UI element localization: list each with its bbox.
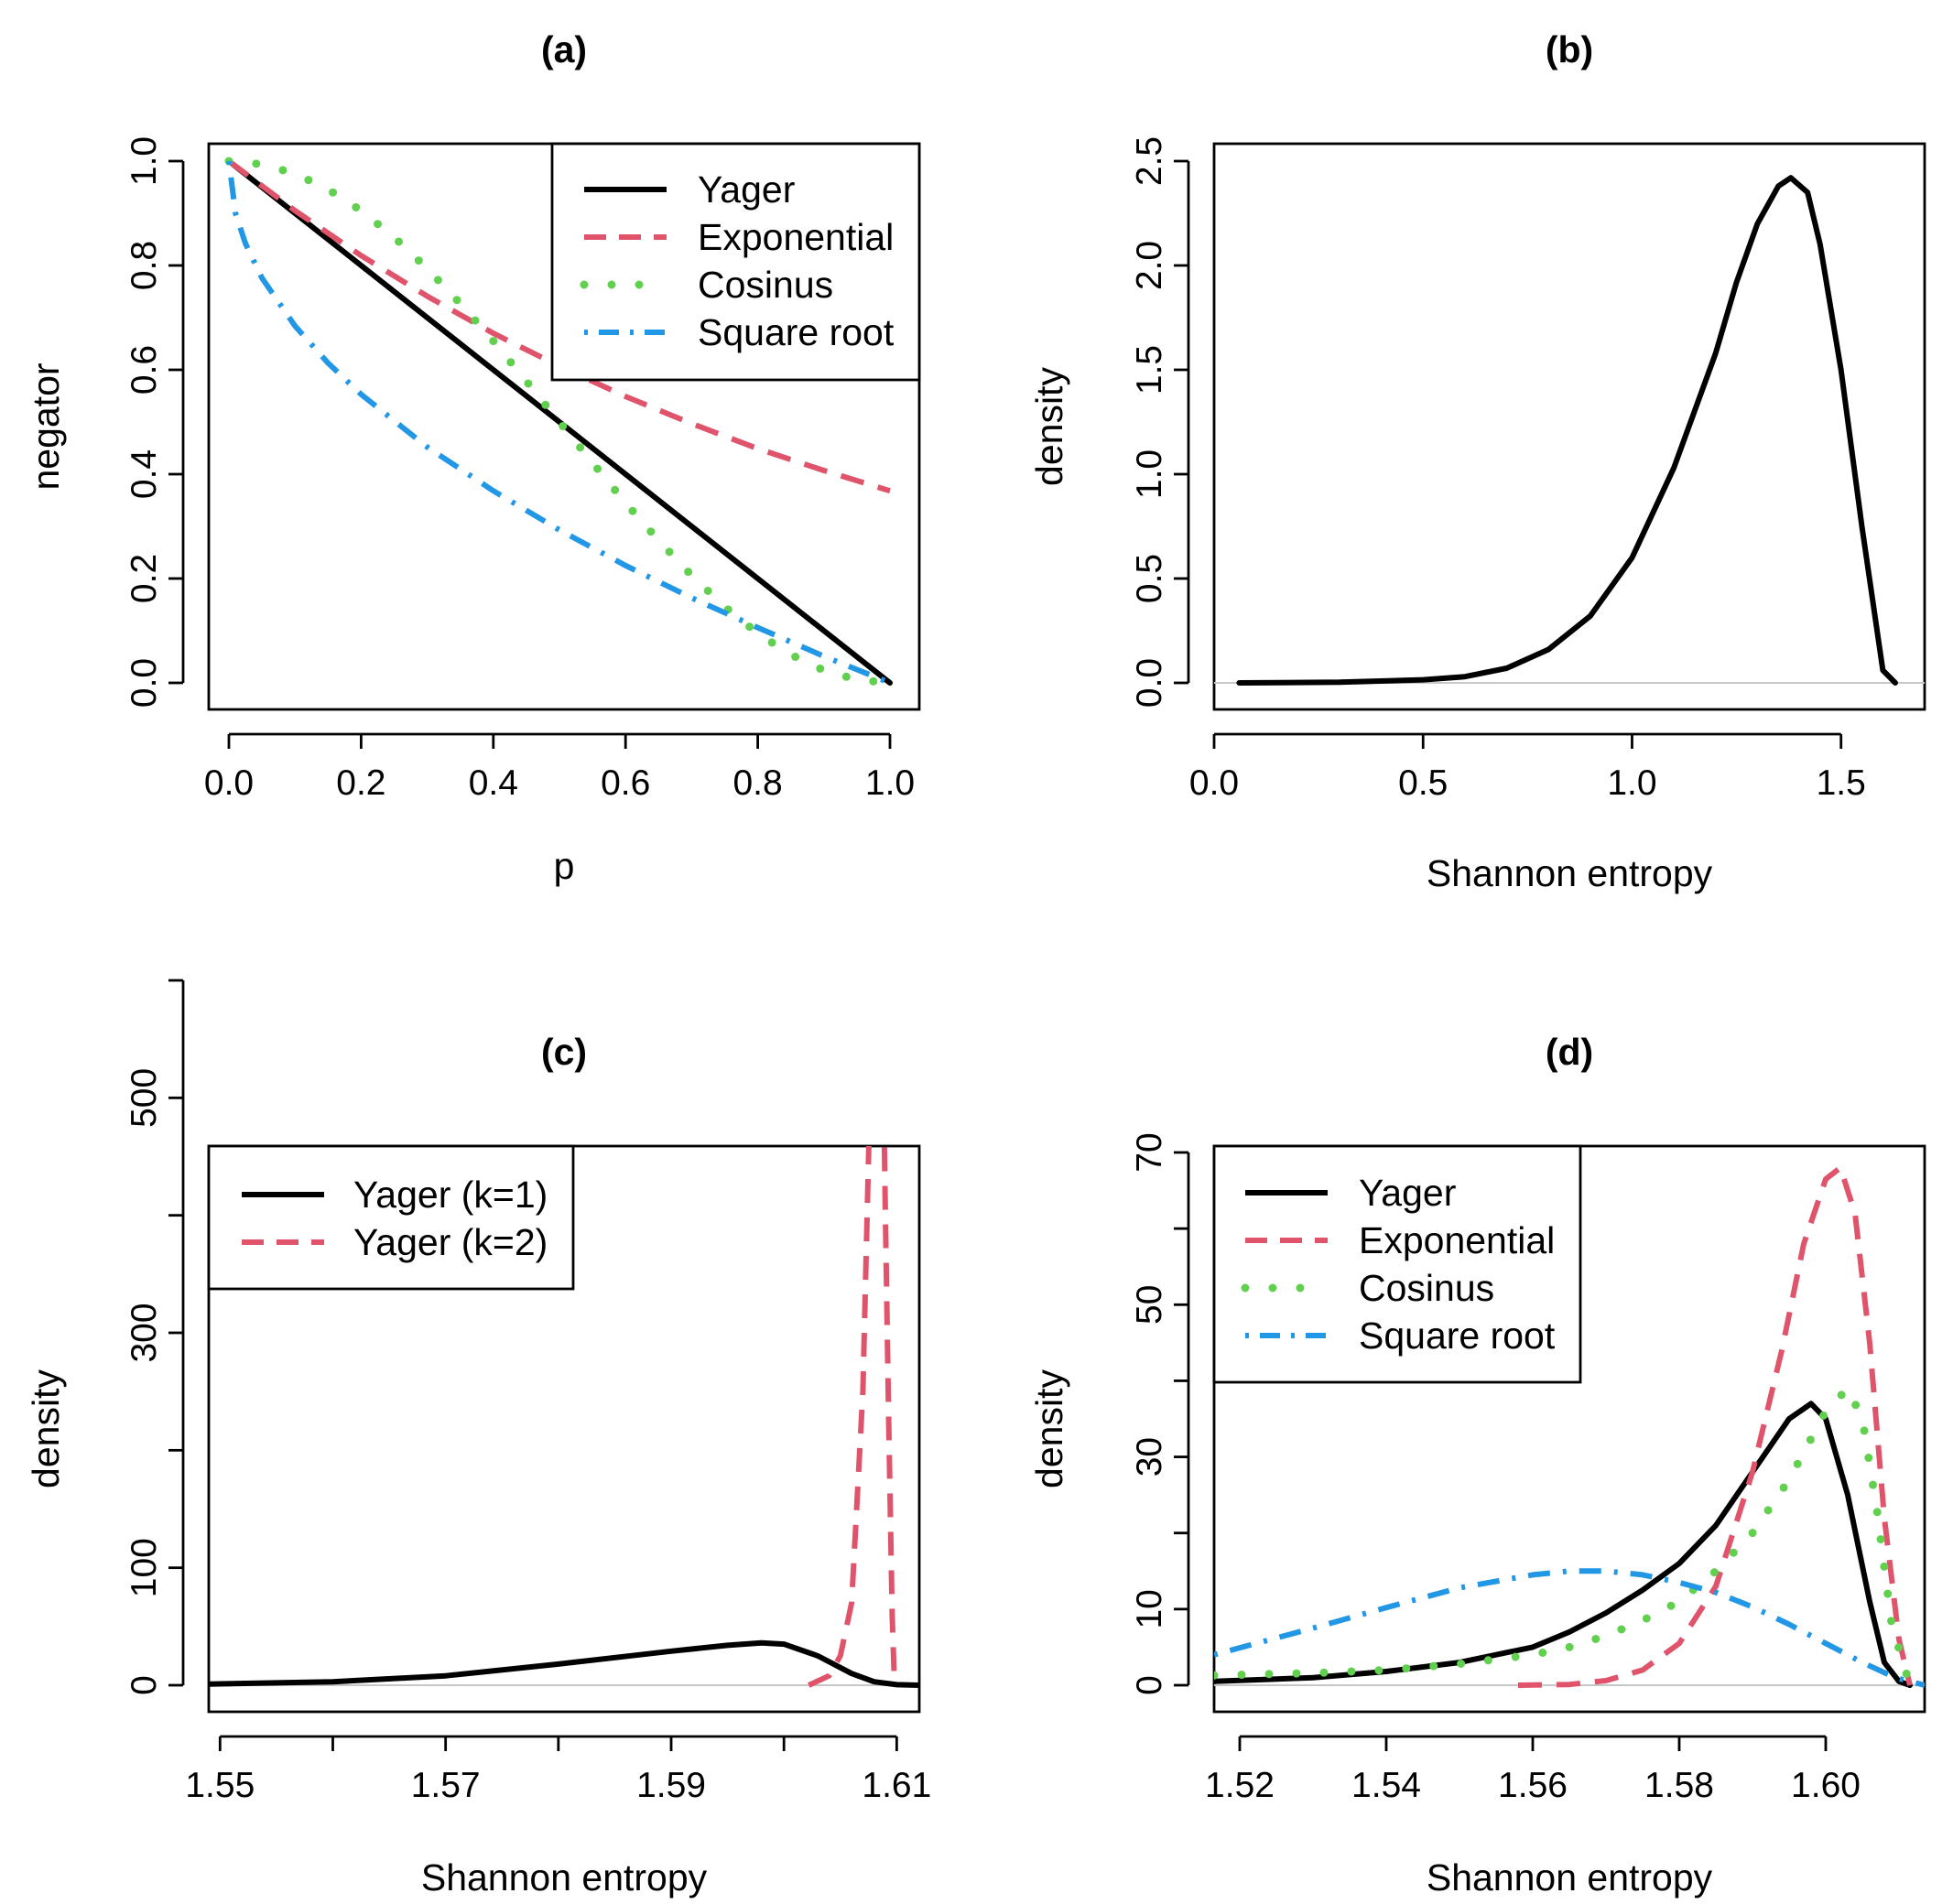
y-tick-label: 70 (1130, 1132, 1169, 1172)
x-tick-label: 1.0 (1607, 763, 1656, 803)
y-tick-label: 30 (1130, 1437, 1169, 1477)
panel-b-y-label: density (1028, 367, 1070, 486)
y-tick-label: 0.8 (125, 241, 164, 290)
y-tick-label: 500 (125, 1068, 164, 1128)
x-tick-label: 1.57 (411, 1766, 481, 1805)
y-tick-label: 0.5 (1130, 554, 1169, 603)
panel-b-y-axis: 0.0 0.5 1.0 1.5 2.0 2.5 (1130, 136, 1190, 708)
panel-d-y-label: density (1028, 1369, 1070, 1488)
y-tick-label: 0 (125, 1675, 164, 1695)
panel-a: (a) 0.0 0.2 0.4 0.6 0.8 1.0 0.0 0.2 0.4 0.6 0.8 1.… (25, 28, 921, 887)
panel-a-y-label: negator (25, 362, 67, 490)
y-tick-label: 100 (125, 1538, 164, 1597)
panel-b-x-axis: 0.0 0.5 1.0 1.5 (1189, 732, 1866, 803)
y-tick-label: 10 (1130, 1589, 1169, 1628)
x-tick-label: 1.61 (862, 1766, 931, 1805)
legend-label-yager-k1: Yager (k=1) (353, 1174, 548, 1216)
x-tick-label: 1.5 (1817, 763, 1866, 803)
panel-c-y-label: density (25, 1369, 67, 1488)
x-tick-label: 1.55 (185, 1766, 255, 1805)
y-tick-label: 300 (125, 1303, 164, 1362)
y-tick-label: 1.5 (1130, 345, 1169, 395)
x-tick-label: 0.4 (469, 763, 518, 803)
panel-d-series (1214, 1164, 1925, 1690)
legend-label-exponential: Exponential (1359, 1219, 1555, 1261)
panel-d-legend-box (1212, 1144, 1582, 1384)
y-tick-label: 0.4 (125, 449, 164, 499)
x-tick-label: 1.52 (1205, 1766, 1275, 1805)
series-line-yager (1214, 1401, 1913, 1688)
series-line-square-root (1214, 1568, 1925, 1688)
panel-a-y-axis: 0.0 0.2 0.4 0.6 0.8 1.0 (125, 136, 185, 708)
y-tick-label: 0.6 (125, 345, 164, 395)
panel-c-legend: Yager (k=1) Yager (k=2) (207, 1144, 575, 1291)
panel-a-x-axis: 0.0 0.2 0.4 0.6 0.8 1.0 (204, 732, 915, 803)
x-tick-label: 0.8 (732, 763, 782, 803)
y-tick-label: 1.0 (125, 136, 164, 186)
panel-d: (d) 1.52 1.54 1.56 1.58 1.60 0 10 30 50 70 Shann… (1028, 1031, 1926, 1899)
series-line-exponential (1517, 1164, 1913, 1688)
panel-b-plot-box (1212, 142, 1926, 711)
legend-label-exponential: Exponential (698, 216, 894, 258)
series-line-yager (226, 158, 893, 686)
panel-b-series (1214, 175, 1925, 686)
x-tick-label: 0.6 (601, 763, 650, 803)
y-tick-label: 0.0 (125, 658, 164, 708)
panel-c-series (209, 1146, 919, 1688)
panel-d-x-axis: 1.52 1.54 1.56 1.58 1.60 (1205, 1735, 1861, 1805)
legend-label-square-root: Square root (698, 311, 895, 353)
panel-a-legend-box (550, 142, 921, 382)
y-tick-label: 2.0 (1130, 241, 1169, 290)
y-tick-label: 0 (1130, 1675, 1169, 1695)
y-tick-label: 0.0 (1130, 658, 1169, 708)
series-line-density (1236, 175, 1898, 686)
legend-label-cosinus: Cosinus (698, 264, 833, 306)
x-tick-label: 1.59 (636, 1766, 706, 1805)
series-line-square-root (226, 160, 892, 686)
legend-label-yager: Yager (698, 168, 795, 211)
panel-d-x-label: Shannon entropy (1427, 1856, 1713, 1899)
panel-c-x-label: Shannon entropy (421, 1856, 708, 1899)
legend-label-cosinus: Cosinus (1359, 1267, 1494, 1309)
panel-d-title: (d) (1546, 1031, 1593, 1073)
x-tick-label: 1.60 (1791, 1766, 1861, 1805)
legend-label-square-root: Square root (1359, 1314, 1556, 1357)
x-tick-label: 0.2 (336, 763, 385, 803)
x-tick-label: 0.0 (204, 763, 254, 803)
x-tick-label: 0.0 (1189, 763, 1239, 803)
panel-b-x-label: Shannon entropy (1427, 852, 1713, 894)
series-line-yager-k-2 (808, 1146, 897, 1688)
panel-c: (c) 1.55 1.57 1.59 1.61 0 100 300 500 Shannon … (25, 979, 931, 1899)
series-line-cosinus (1214, 1384, 1915, 1690)
x-tick-label: 1.0 (865, 763, 915, 803)
panel-a-legend: Yager Exponential Cosinus Square root (550, 142, 921, 382)
panel-d-y-axis: 0 10 30 50 70 (1130, 1132, 1190, 1695)
x-tick-label: 1.56 (1498, 1766, 1568, 1805)
y-tick-label: 1.0 (1130, 449, 1169, 499)
panel-c-x-axis: 1.55 1.57 1.59 1.61 (185, 1735, 931, 1805)
x-tick-label: 0.5 (1398, 763, 1448, 803)
y-tick-label: 2.5 (1130, 136, 1169, 186)
panel-d-legend: Yager Exponential Cosinus Square root (1212, 1144, 1582, 1384)
panel-c-y-axis: 0 100 300 500 (125, 979, 185, 1695)
x-tick-label: 1.58 (1644, 1766, 1714, 1805)
panel-a-x-label: p (554, 845, 575, 887)
y-tick-label: 50 (1130, 1285, 1169, 1325)
legend-label-yager: Yager (1359, 1172, 1456, 1214)
panel-c-legend-box (207, 1144, 575, 1291)
panel-c-title: (c) (541, 1031, 587, 1073)
panel-b: (b) 0.0 0.5 1.0 1.5 0.0 0.5 1.0 1.5 2.0 2.5 Shan… (1028, 28, 1926, 894)
panel-a-title: (a) (541, 28, 587, 70)
panel-b-title: (b) (1546, 28, 1593, 70)
y-tick-label: 0.2 (125, 554, 164, 603)
legend-label-yager-k2: Yager (k=2) (353, 1221, 548, 1263)
series-line-yager-k-1 (209, 1639, 919, 1688)
x-tick-label: 1.54 (1351, 1766, 1421, 1805)
